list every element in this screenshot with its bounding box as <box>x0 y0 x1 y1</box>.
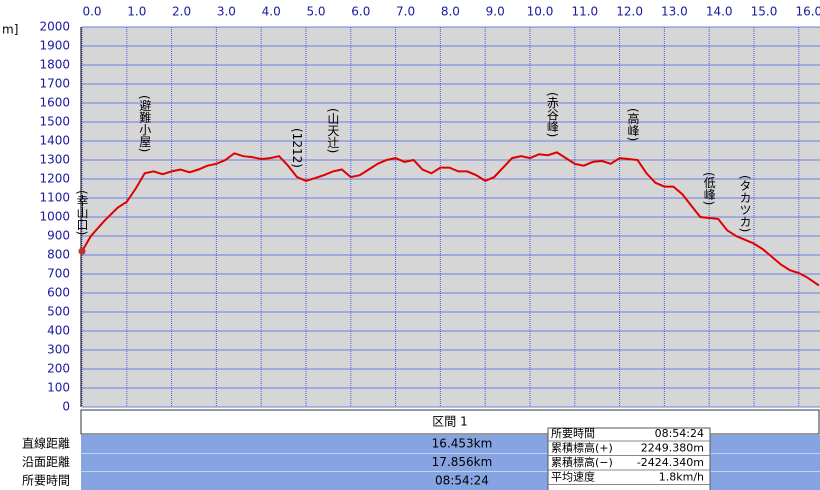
start-marker <box>78 247 86 255</box>
y-tick-label: 1500 <box>39 115 70 129</box>
y-tick-label: 700 <box>47 267 70 281</box>
y-axis-label: m] <box>2 23 18 37</box>
profile-line <box>81 151 820 287</box>
y-tick-label: 1300 <box>39 153 70 167</box>
y-tick-label: 800 <box>47 248 70 262</box>
x-tick-label: 10.0 <box>527 5 554 19</box>
y-tick-label: 1600 <box>39 96 70 110</box>
x-tick-label: 14.0 <box>706 5 733 19</box>
panel-row-label: 直線距離 <box>22 436 70 451</box>
x-tick-label: 6.0 <box>351 5 370 19</box>
x-tick-label: 0.0 <box>82 5 101 19</box>
x-tick-label: 11.0 <box>571 5 598 19</box>
y-tick-label: 100 <box>47 381 70 395</box>
summary-value: 08:54:24 <box>655 427 704 440</box>
y-tick-label: 1200 <box>39 172 70 186</box>
x-tick-label: 5.0 <box>306 5 325 19</box>
panel-row-value: 17.856km <box>432 455 493 469</box>
panel-row-value: 08:54:24 <box>435 474 489 488</box>
panel-row-value: 16.453km <box>432 437 493 451</box>
x-tick-label: 4.0 <box>262 5 281 19</box>
waypoint-label: (1212) <box>290 128 304 168</box>
summary-label: 所要時間 <box>551 427 595 440</box>
waypoint-label: (幸山口) <box>75 190 89 235</box>
y-tick-label: 1400 <box>39 134 70 148</box>
waypoint-label: (赤谷峰) <box>545 92 559 137</box>
waypoint-label: (山天辻) <box>326 108 340 153</box>
waypoint-label: (避難小屋) <box>138 95 152 152</box>
x-tick-label: 7.0 <box>396 5 415 19</box>
y-tick-label: 1000 <box>39 210 70 224</box>
y-tick-label: 300 <box>47 343 70 357</box>
x-tick-label: 2.0 <box>172 5 191 19</box>
x-tick-label: 16.0 <box>795 5 820 19</box>
y-tick-label: 1900 <box>39 39 70 53</box>
y-tick-label: 600 <box>47 286 70 300</box>
summary-label: 累積標高(−) <box>551 455 613 469</box>
y-tick-label: 400 <box>47 324 70 338</box>
x-tick-label: 9.0 <box>486 5 505 19</box>
panel-row-label: 沿面距離 <box>22 455 70 469</box>
panel-row-label: 所要時間 <box>22 474 70 488</box>
x-tick-label: 13.0 <box>661 5 688 19</box>
summary-value: 1.8km/h <box>659 471 704 484</box>
x-tick-label: 1.0 <box>127 5 146 19</box>
summary-label: 平均速度 <box>551 470 595 484</box>
summary-box <box>547 427 711 490</box>
y-tick-label: 1700 <box>39 77 70 91</box>
summary-value: 2249.380m <box>641 442 704 455</box>
x-tick-label: 3.0 <box>217 5 236 19</box>
x-tick-label: 12.0 <box>616 5 643 19</box>
y-tick-label: 1800 <box>39 58 70 72</box>
y-tick-label: 900 <box>47 229 70 243</box>
y-tick-label: 500 <box>47 305 70 319</box>
y-tick-label: 1100 <box>39 191 70 205</box>
waypoint-label: (低峰) <box>702 172 716 205</box>
x-tick-label: 8.0 <box>441 5 460 19</box>
y-tick-label: 200 <box>47 362 70 376</box>
summary-label: 累積標高(+) <box>551 441 613 455</box>
panel-header: 区間 1 <box>432 415 467 429</box>
x-tick-label: 15.0 <box>751 5 778 19</box>
waypoint-label: (タカツカ) <box>738 175 752 232</box>
y-tick-label: 2000 <box>39 20 70 34</box>
waypoint-label: (高峰) <box>626 108 640 141</box>
y-tick-label: 0 <box>62 400 70 414</box>
summary-value: -2424.340m <box>637 456 704 469</box>
